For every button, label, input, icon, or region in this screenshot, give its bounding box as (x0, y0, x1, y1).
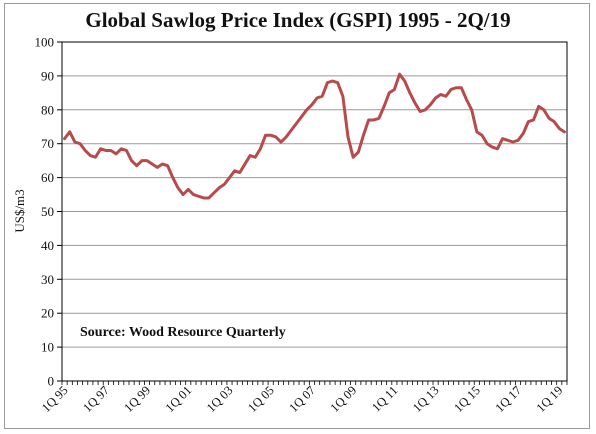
x-tick-label: 1Q 17 (492, 383, 524, 415)
y-tick-label: 90 (41, 68, 54, 83)
series-line (63, 72, 566, 200)
x-tick-label: 1Q 13 (410, 383, 442, 415)
y-tick-label: 0 (48, 374, 55, 389)
y-tick-label: 100 (35, 35, 55, 50)
chart-title: Global Sawlog Price Index (GSPI) 1995 - … (85, 8, 511, 32)
x-tick-label: 1Q 99 (121, 383, 153, 415)
y-tick-label: 10 (41, 340, 54, 355)
y-tick-label: 40 (41, 238, 54, 253)
chart-frame (4, 3, 590, 429)
y-tick-label: 80 (41, 102, 54, 117)
x-tick-label: 1Q 01 (163, 383, 195, 415)
y-tick-label: 20 (41, 306, 54, 321)
x-tick-label: 1Q 19 (534, 383, 566, 415)
x-tick-label: 1Q 97 (80, 383, 112, 415)
y-tick-label: 70 (41, 136, 54, 151)
x-tick-label: 1Q 95 (39, 383, 71, 415)
y-tick-label: 30 (41, 272, 54, 287)
y-axis-label: US$/m3 (12, 189, 27, 232)
x-tick-label: 1Q 03 (204, 383, 236, 415)
x-tick-label: 1Q 05 (245, 383, 277, 415)
x-tick-label: 1Q 09 (328, 383, 360, 415)
x-tick-label: 1Q 11 (369, 383, 400, 414)
x-tick-label: 1Q 07 (286, 383, 318, 415)
y-tick-label: 50 (41, 204, 54, 219)
x-tick-label: 1Q 15 (451, 383, 483, 415)
y-tick-label: 60 (41, 170, 54, 185)
source-annotation: Source: Wood Resource Quarterly (80, 325, 286, 340)
